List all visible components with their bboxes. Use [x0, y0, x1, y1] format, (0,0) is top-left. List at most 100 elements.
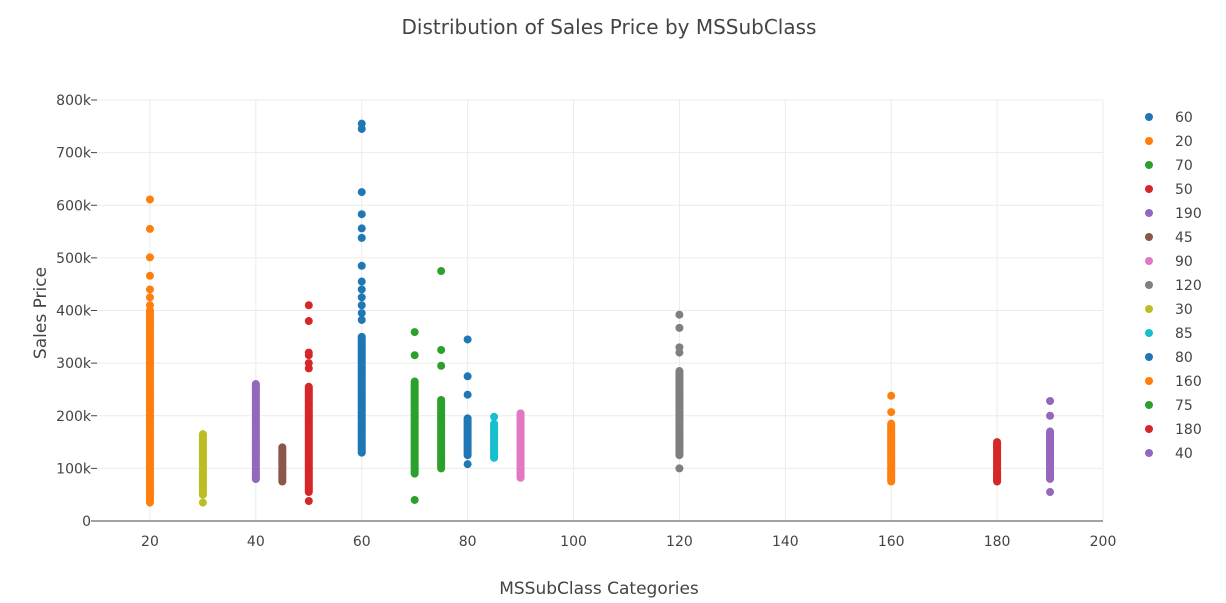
series-70 [410, 328, 419, 504]
data-point [410, 495, 419, 504]
data-point [675, 464, 684, 473]
data-point [145, 271, 154, 280]
data-point [410, 377, 419, 386]
series-75 [437, 267, 446, 473]
data-point [145, 285, 154, 294]
data-point [145, 498, 154, 507]
data-point [357, 277, 366, 286]
data-point [357, 261, 366, 270]
data-point [304, 364, 313, 373]
legend-item-70[interactable]: 70 [1145, 158, 1193, 174]
data-point [887, 419, 896, 428]
data-point [463, 335, 472, 344]
y-tick-label: 400k [56, 304, 92, 320]
x-tick-label: 200 [1090, 534, 1117, 550]
series-160 [887, 391, 896, 486]
data-point [463, 372, 472, 381]
legend: 60 20 70 50 190 45 90 120 30 85 80 160 75 180 40 [1145, 110, 1202, 462]
data-point [437, 267, 446, 276]
data-point [410, 328, 419, 337]
y-tick-label: 300k [56, 356, 92, 372]
y-tick-label: 200k [56, 409, 92, 425]
data-point [1046, 427, 1055, 436]
data-point [304, 382, 313, 391]
data-point [145, 195, 154, 204]
x-tick-label: 40 [247, 534, 265, 550]
series-120 [675, 310, 684, 473]
legend-label: 45 [1175, 230, 1193, 246]
data-point [437, 361, 446, 370]
data-point [357, 124, 366, 133]
data-point [145, 301, 154, 310]
data-point [304, 497, 313, 506]
legend-label: 90 [1175, 254, 1193, 270]
legend-marker [1145, 209, 1153, 217]
x-tick-label: 120 [666, 534, 693, 550]
data-point [198, 498, 207, 507]
data-point [304, 351, 313, 360]
x-tick-label: 100 [560, 534, 587, 550]
legend-marker [1145, 113, 1153, 121]
x-tick-label: 60 [353, 534, 371, 550]
data-point [251, 380, 260, 389]
data-point [357, 224, 366, 233]
series-45 [278, 443, 287, 486]
data-point [357, 233, 366, 242]
data-point [993, 443, 1002, 452]
legend-item-45[interactable]: 45 [1145, 230, 1193, 246]
legend-label: 75 [1175, 398, 1193, 414]
series-40 [251, 380, 260, 483]
legend-item-85[interactable]: 85 [1145, 326, 1193, 342]
data-point [357, 285, 366, 294]
y-tick-label: 800k [56, 93, 92, 109]
data-point [145, 293, 154, 302]
data-point [304, 301, 313, 310]
y-tick-label: 700k [56, 146, 92, 162]
x-tick-label: 80 [459, 534, 477, 550]
data-point [357, 448, 366, 457]
legend-label: 50 [1175, 182, 1193, 198]
data-point [993, 475, 1002, 484]
legend-item-60[interactable]: 60 [1145, 110, 1193, 126]
data-point [675, 367, 684, 376]
legend-marker [1145, 305, 1153, 313]
data-point [357, 210, 366, 219]
x-tick-label: 160 [878, 534, 905, 550]
legend-item-160[interactable]: 160 [1145, 374, 1202, 390]
legend-item-40[interactable]: 40 [1145, 446, 1193, 462]
legend-item-30[interactable]: 30 [1145, 302, 1193, 318]
series-30 [198, 430, 207, 507]
data-point [357, 293, 366, 302]
legend-marker [1145, 353, 1153, 361]
legend-label: 160 [1175, 374, 1202, 390]
legend-marker [1145, 401, 1153, 409]
legend-item-180[interactable]: 180 [1145, 422, 1202, 438]
x-tick-label: 20 [141, 534, 159, 550]
data-point [437, 395, 446, 404]
legend-item-75[interactable]: 75 [1145, 398, 1193, 414]
legend-marker [1145, 281, 1153, 289]
legend-label: 80 [1175, 350, 1193, 366]
x-tick-label: 180 [984, 534, 1011, 550]
legend-item-120[interactable]: 120 [1145, 278, 1202, 294]
data-point [490, 412, 499, 421]
legend-item-80[interactable]: 80 [1145, 350, 1193, 366]
legend-label: 20 [1175, 134, 1193, 150]
series-60 [357, 119, 366, 457]
data-point [675, 310, 684, 319]
series-80 [463, 335, 472, 469]
legend-item-90[interactable]: 90 [1145, 254, 1193, 270]
y-tick-label: 500k [56, 251, 92, 267]
series-20 [145, 195, 154, 507]
legend-item-20[interactable]: 20 [1145, 134, 1193, 150]
legend-marker [1145, 449, 1153, 457]
data-point [463, 390, 472, 399]
data-points [145, 119, 1055, 507]
data-point [463, 460, 472, 469]
series-190 [1046, 397, 1055, 497]
legend-item-50[interactable]: 50 [1145, 182, 1193, 198]
axes: 0 100k 200k 300k 400k 500k 600k 700k 800k 20 40 60 8… [56, 93, 1116, 550]
series-50 [304, 301, 313, 506]
legend-marker [1145, 329, 1153, 337]
legend-item-190[interactable]: 190 [1145, 206, 1202, 222]
